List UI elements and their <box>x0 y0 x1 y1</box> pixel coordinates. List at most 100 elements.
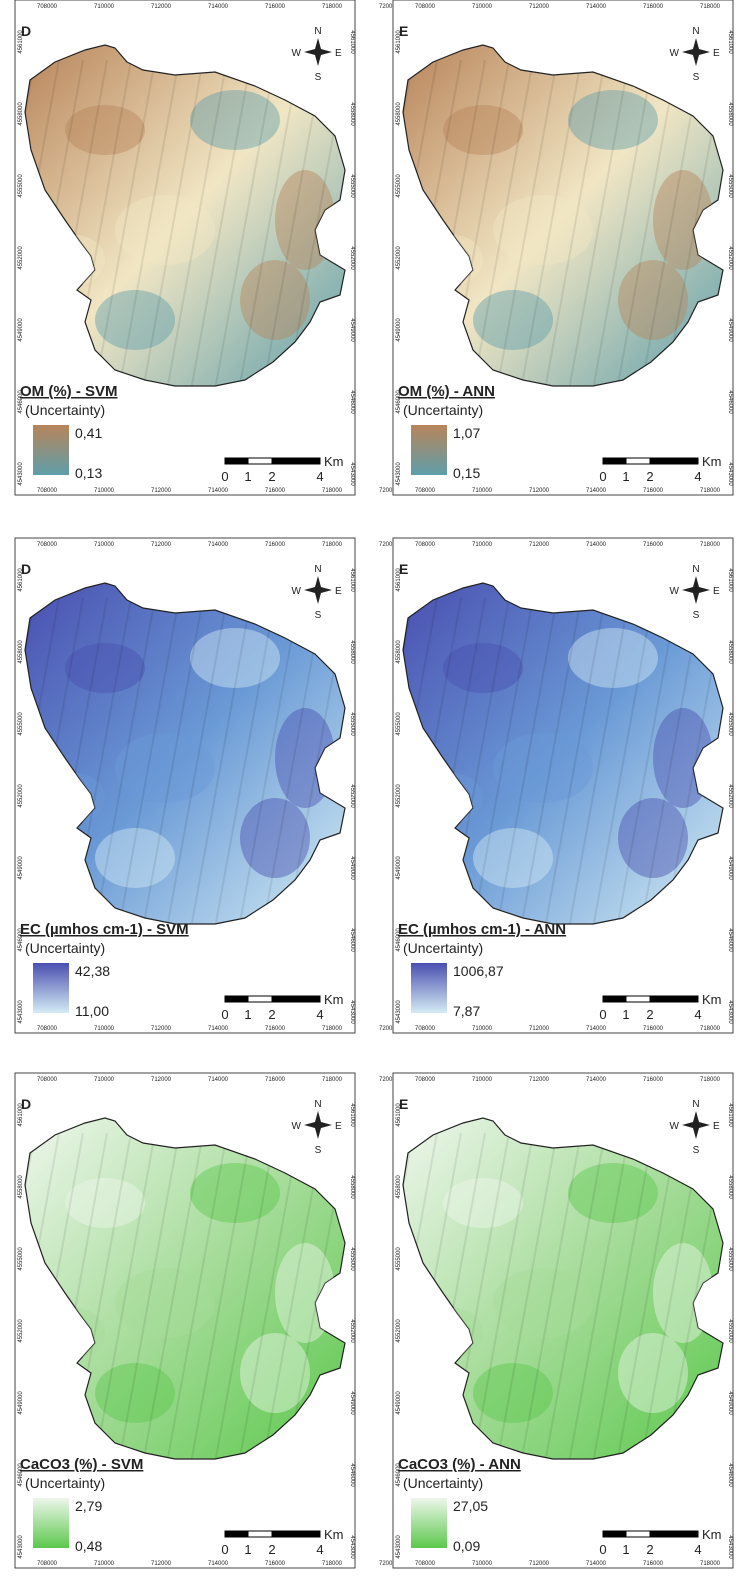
scale-bar <box>650 458 698 464</box>
x-tick-label: 708000 <box>37 1026 58 1032</box>
y-tick-label: 4546000 <box>349 390 355 414</box>
scale-bar <box>272 458 320 464</box>
y-tick-label: 4558000 <box>349 102 355 126</box>
y-tick-label: 4558000 <box>18 640 24 664</box>
x-tick-label: 710000 <box>94 542 115 548</box>
scale-bar <box>248 458 272 464</box>
scale-bar <box>225 458 248 464</box>
texture-patch <box>65 1178 145 1228</box>
x-tick-label: 712000 <box>529 488 550 494</box>
compass-label: W <box>292 48 302 59</box>
panel-letter: D <box>21 1096 31 1112</box>
x-tick-label: 710000 <box>472 1026 493 1032</box>
x-tick-label: 718000 <box>322 542 343 548</box>
x-tick-label: 716000 <box>265 4 286 10</box>
x-tick-label: 708000 <box>415 4 436 10</box>
legend-swatch <box>411 1498 447 1548</box>
x-tick-label: 710000 <box>94 488 115 494</box>
x-tick-label: 710000 <box>472 542 493 548</box>
scale-label: 4 <box>694 1542 701 1557</box>
y-tick-label: 4549000 <box>349 318 355 342</box>
scale-bar <box>272 1531 320 1537</box>
y-tick-label: 4558000 <box>349 1175 355 1199</box>
panel-letter: E <box>399 1096 408 1112</box>
legend-max: 1,07 <box>453 425 480 441</box>
texture-patch <box>190 90 280 150</box>
panel-letter: E <box>399 23 408 39</box>
legend-min: 7,87 <box>453 1003 480 1019</box>
y-tick-label: 4543000 <box>349 462 355 486</box>
x-tick-label: 712000 <box>151 542 172 548</box>
legend-subtitle: (Uncertainty) <box>403 940 483 956</box>
map-panel: 7080007080007100007100007120007120007140… <box>353 538 751 1033</box>
x-tick-label: 718000 <box>322 1561 343 1567</box>
y-tick-label: 4558000 <box>18 1175 24 1199</box>
y-tick-label: 4549000 <box>727 318 733 342</box>
scale-bar <box>272 996 320 1002</box>
x-tick-label: 714000 <box>208 4 229 10</box>
x-tick-label: 712000 <box>151 1561 172 1567</box>
compass-label: W <box>670 586 680 597</box>
y-tick-label: 4555000 <box>727 1247 733 1271</box>
panel-letter: D <box>21 561 31 577</box>
x-tick-label: 718000 <box>700 1077 721 1083</box>
x-tick-label: 714000 <box>586 542 607 548</box>
y-tick-label: 4546000 <box>727 928 733 952</box>
x-tick-label: 708000 <box>415 1026 436 1032</box>
scale-bar <box>248 996 272 1002</box>
compass-label: N <box>314 26 321 37</box>
legend-title: EC (µmhos cm-1) - ANN <box>398 921 566 938</box>
x-tick-label: 708000 <box>415 1077 436 1083</box>
x-tick-label: 710000 <box>94 1077 115 1083</box>
x-tick-label: 716000 <box>265 488 286 494</box>
x-tick-label: 716000 <box>265 1561 286 1567</box>
compass-label: N <box>314 1099 321 1110</box>
scale-label: 4 <box>316 1007 323 1022</box>
y-tick-label: 4561000 <box>349 1103 355 1127</box>
y-tick-label: 4552000 <box>18 1319 24 1343</box>
x-tick-label: 716000 <box>643 1077 664 1083</box>
y-tick-label: 4555000 <box>727 712 733 736</box>
map-panel: 7080007080007100007100007120007120007140… <box>0 1073 400 1568</box>
scale-unit: Km <box>702 992 722 1007</box>
legend-title: CaCO3 (%) - ANN <box>398 1456 521 1473</box>
compass-label: S <box>315 72 322 83</box>
scale-label: 1 <box>244 1542 251 1557</box>
x-tick-label: 708000 <box>37 4 58 10</box>
y-tick-label: 4549000 <box>18 1391 24 1415</box>
compass-label: S <box>315 1145 322 1156</box>
map-panel: 7080007080007100007100007120007120007140… <box>0 0 400 495</box>
y-tick-label: 4555000 <box>349 712 355 736</box>
y-tick-label: 4552000 <box>349 784 355 808</box>
y-tick-label: 4549000 <box>18 318 24 342</box>
legend-max: 27,05 <box>453 1498 488 1514</box>
legend-swatch <box>411 963 447 1013</box>
x-tick-label: 714000 <box>586 4 607 10</box>
y-tick-label: 4549000 <box>349 856 355 880</box>
x-tick-label: 712000 <box>151 488 172 494</box>
y-tick-label: 4549000 <box>349 1391 355 1415</box>
scale-label: 4 <box>316 469 323 484</box>
legend-title: OM (%) - ANN <box>398 383 495 400</box>
x-tick-label: 710000 <box>472 4 493 10</box>
compass-label: W <box>670 1121 680 1132</box>
y-tick-label: 4555000 <box>727 174 733 198</box>
y-tick-label: 4543000 <box>18 462 24 486</box>
texture-patch <box>443 643 523 693</box>
legend-subtitle: (Uncertainty) <box>25 1475 105 1491</box>
scale-bar <box>225 996 248 1002</box>
compass-label: N <box>314 564 321 575</box>
x-tick-label: 712000 <box>529 1077 550 1083</box>
y-tick-label: 4561000 <box>727 1103 733 1127</box>
x-tick-label: 714000 <box>586 1077 607 1083</box>
y-tick-label: 4543000 <box>727 462 733 486</box>
x-tick-label: 712000 <box>529 1026 550 1032</box>
x-tick-label: 716000 <box>643 1026 664 1032</box>
scale-unit: Km <box>324 992 344 1007</box>
scale-label: 1 <box>244 1007 251 1022</box>
x-tick-label: 708000 <box>37 542 58 548</box>
scale-label: 1 <box>622 1007 629 1022</box>
x-tick-label: 718000 <box>322 4 343 10</box>
scale-unit: Km <box>702 1527 722 1542</box>
x-tick-label: 712000 <box>529 4 550 10</box>
